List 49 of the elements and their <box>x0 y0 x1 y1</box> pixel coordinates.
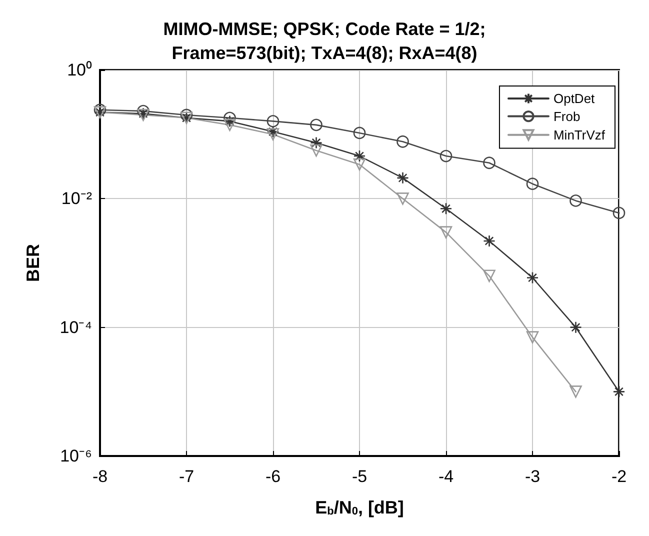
point <box>526 178 539 190</box>
point <box>94 104 106 116</box>
point <box>570 321 582 334</box>
x-axis-title: Eb/N0, [dB] <box>315 498 404 518</box>
x-tick-label: -3 <box>524 467 540 486</box>
y-tick-label: 10⁻² <box>61 189 92 208</box>
point <box>224 112 236 124</box>
point <box>483 234 496 248</box>
point <box>310 136 322 149</box>
point <box>266 128 280 140</box>
point <box>310 144 322 157</box>
point <box>570 386 582 398</box>
point <box>396 172 409 184</box>
point <box>440 150 452 162</box>
point <box>137 104 150 118</box>
point <box>396 192 409 205</box>
x-tick-label: -4 <box>438 467 454 486</box>
point <box>570 194 582 207</box>
x-tick-label: -6 <box>265 467 281 486</box>
x-tick-label: -5 <box>352 467 368 486</box>
point <box>612 386 626 398</box>
legend-label: Frob <box>553 108 580 124</box>
legend-label: OptDet <box>553 91 596 106</box>
point <box>266 126 280 138</box>
point <box>310 118 322 132</box>
point <box>396 135 409 148</box>
legend-label: MinTrVzf <box>553 127 606 142</box>
point <box>526 272 539 284</box>
point <box>612 206 626 220</box>
point <box>353 126 366 140</box>
y-tick-label: 10⁻⁶ <box>60 446 92 466</box>
y-tick-label: 10⁻⁴ <box>60 318 92 337</box>
point <box>266 115 280 128</box>
point <box>483 270 496 282</box>
point <box>224 118 236 132</box>
point <box>526 331 539 344</box>
point <box>483 156 496 170</box>
x-tick-label: -7 <box>178 467 194 486</box>
point <box>440 202 452 215</box>
point <box>224 115 236 128</box>
x-tick-label: -2 <box>611 467 627 486</box>
point <box>440 226 452 238</box>
chart-title: MIMO-MMSE; QPSK; Code Rate = 1/2; Frame=573(bit); TxA=4(8); RxA=4(8) <box>163 19 486 63</box>
point <box>353 158 366 171</box>
y-axis-title: BER <box>23 244 43 282</box>
x-tick-label: -8 <box>92 467 108 486</box>
y-tick-label: 10⁰ <box>67 60 92 80</box>
point <box>353 150 366 162</box>
point <box>180 108 193 122</box>
